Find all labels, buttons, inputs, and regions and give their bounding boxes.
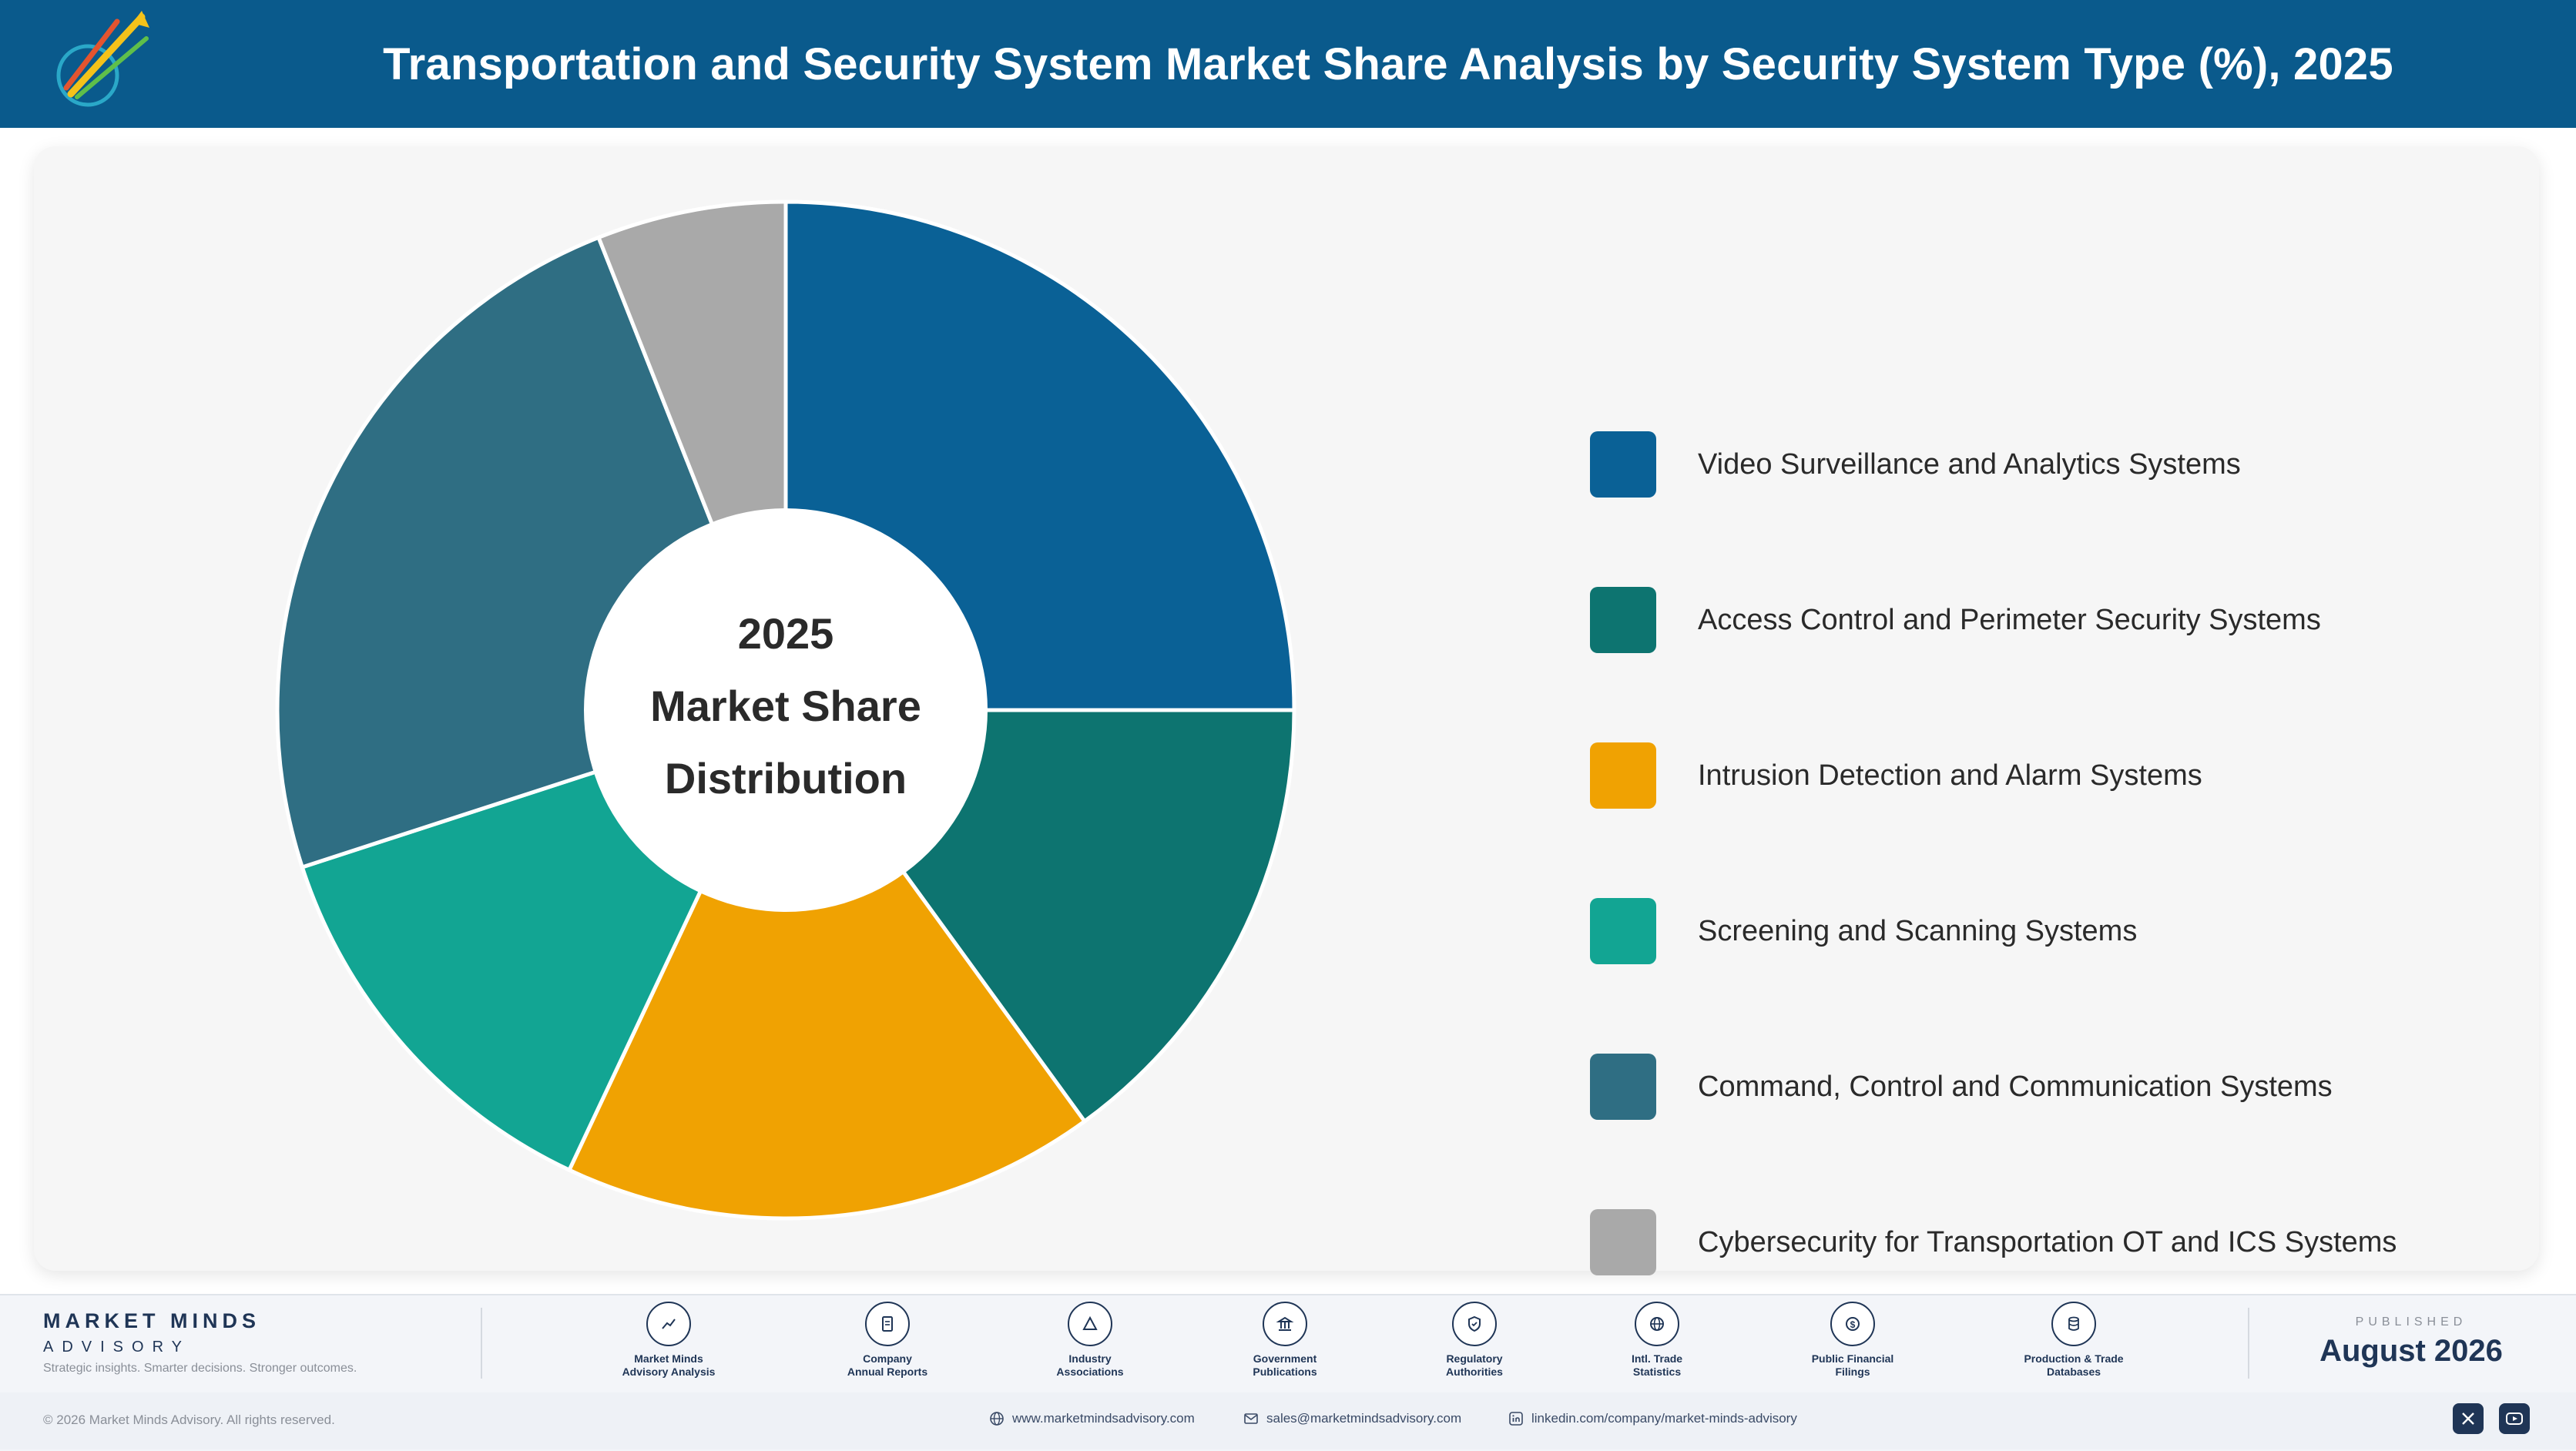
legend-item: Video Surveillance and Analytics Systems xyxy=(1590,431,2514,498)
legend-swatch xyxy=(1590,431,1656,498)
legend-swatch xyxy=(1590,742,1656,809)
x-social-button[interactable] xyxy=(2453,1403,2484,1434)
legend-label: Access Control and Perimeter Security Sy… xyxy=(1698,603,2321,636)
source-label: Company Annual Reports xyxy=(847,1352,928,1378)
market-minds-logo xyxy=(56,11,149,107)
source-label: Industry Associations xyxy=(1056,1352,1124,1378)
page-title: Transportation and Security System Marke… xyxy=(383,39,2393,89)
footer-divider xyxy=(481,1308,482,1379)
government-icon xyxy=(1263,1302,1307,1346)
center-label: Distribution xyxy=(665,754,907,803)
source-item: Production & Trade Databases xyxy=(2001,1302,2147,1379)
source-label: Government Publications xyxy=(1253,1352,1317,1378)
legend-label: Command, Control and Communication Syste… xyxy=(1698,1070,2333,1103)
donut-hole xyxy=(584,508,988,912)
published-date: August 2026 xyxy=(2319,1334,2503,1368)
source-item: Market Minds Advisory Analysis xyxy=(595,1302,742,1379)
linkedin-icon xyxy=(1509,1412,1523,1426)
source-label: Public Financial Filings xyxy=(1811,1352,1894,1378)
globe-icon xyxy=(990,1412,1004,1426)
legend-swatch xyxy=(1590,1054,1656,1120)
dollar-icon: $ xyxy=(1830,1302,1875,1346)
legend-item: Intrusion Detection and Alarm Systems xyxy=(1590,742,2514,809)
legend-label: Screening and Scanning Systems xyxy=(1698,914,2138,947)
shield-icon xyxy=(1452,1302,1497,1346)
email-link[interactable]: sales@marketmindsadvisory.com xyxy=(1243,1411,1461,1426)
network-icon xyxy=(1068,1302,1112,1346)
brand-tagline: Strategic insights. Smarter decisions. S… xyxy=(43,1362,357,1375)
source-label: Regulatory Authorities xyxy=(1446,1352,1503,1378)
legend-item: Cybersecurity for Transportation OT and … xyxy=(1590,1209,2514,1275)
donut-chart: 2025 Market Share Distribution xyxy=(275,199,1296,1221)
legend-label: Video Surveillance and Analytics Systems xyxy=(1698,447,2241,481)
legend-swatch xyxy=(1590,587,1656,653)
center-label: Market Share xyxy=(650,682,921,730)
source-item: Company Annual Reports xyxy=(814,1302,961,1379)
legend-swatch xyxy=(1590,898,1656,964)
youtube-social-button[interactable] xyxy=(2499,1403,2530,1434)
legend-item: Screening and Scanning Systems xyxy=(1590,898,2514,964)
legend-item: Command, Control and Communication Syste… xyxy=(1590,1054,2514,1120)
legend-swatch xyxy=(1590,1209,1656,1275)
brand-subtitle: ADVISORY xyxy=(43,1339,190,1355)
email-text: sales@marketmindsadvisory.com xyxy=(1266,1411,1462,1426)
legend-item: Access Control and Perimeter Security Sy… xyxy=(1590,587,2514,653)
source-item: Intl. Trade Statistics xyxy=(1584,1302,1730,1379)
website-link[interactable]: www.marketmindsadvisory.com xyxy=(989,1411,1195,1426)
legend-label: Cybersecurity for Transportation OT and … xyxy=(1698,1225,2397,1258)
website-text: www.marketmindsadvisory.com xyxy=(1012,1411,1195,1426)
database-icon xyxy=(2051,1302,2096,1346)
brand-name: MARKET MINDS xyxy=(43,1309,260,1332)
published-label: PUBLISHED xyxy=(2355,1315,2467,1329)
source-label: Intl. Trade Statistics xyxy=(1631,1352,1683,1378)
linkedin-link[interactable]: linkedin.com/company/market-minds-adviso… xyxy=(1508,1411,1797,1426)
x-icon xyxy=(2462,1412,2474,1425)
document-icon xyxy=(865,1302,910,1346)
footer-divider xyxy=(2248,1308,2249,1379)
source-item: Industry Associations xyxy=(1017,1302,1163,1379)
pie-slice xyxy=(566,706,1088,1221)
source-item: Government Publications xyxy=(1212,1302,1358,1379)
source-item: Regulatory Authorities xyxy=(1401,1302,1548,1379)
svg-text:$: $ xyxy=(1850,1319,1856,1330)
source-label: Market Minds Advisory Analysis xyxy=(622,1352,716,1378)
trend-icon xyxy=(646,1302,691,1346)
header-bar: Transportation and Security System Marke… xyxy=(0,0,2576,128)
copyright: © 2026 Market Minds Advisory. All rights… xyxy=(43,1412,335,1427)
chart-card: 2025 Market Share Distribution Video Surve… xyxy=(34,146,2539,1275)
source-label: Production & Trade Databases xyxy=(2024,1352,2124,1378)
globe-icon xyxy=(1635,1302,1679,1346)
linkedin-text: linkedin.com/company/market-minds-adviso… xyxy=(1531,1411,1797,1426)
legend-label: Intrusion Detection and Alarm Systems xyxy=(1698,759,2202,792)
youtube-icon xyxy=(2506,1412,2523,1425)
source-item: $ Public Financial Filings xyxy=(1779,1302,1926,1379)
mail-icon xyxy=(1244,1413,1258,1424)
center-label: 2025 xyxy=(738,609,834,658)
bottom-bar xyxy=(0,1392,2576,1449)
